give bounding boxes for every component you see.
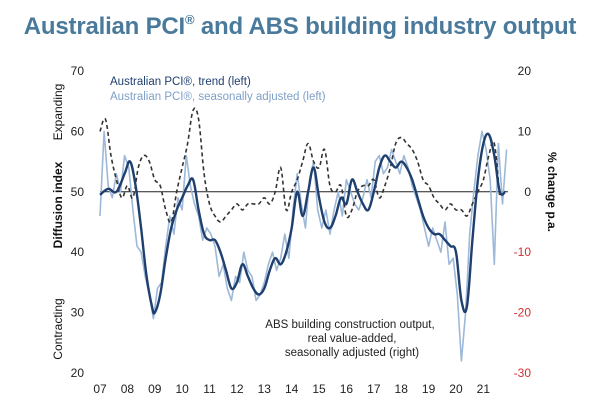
x-tick-label: 14 (285, 382, 299, 396)
x-tick-label: 11 (203, 382, 216, 396)
x-tick-label: 12 (230, 382, 244, 396)
y-left-lower-note: Contracting (51, 298, 65, 359)
abs-annotation: ABS building construction output, real v… (265, 319, 434, 359)
y-right-tick-label: -30 (514, 366, 532, 380)
x-tick-label: 09 (148, 382, 162, 396)
y-left-tick-label: 30 (71, 306, 85, 320)
x-tick-label: 21 (477, 382, 491, 396)
y-left-tick-label: 70 (71, 64, 85, 78)
y-left-tick-label: 20 (71, 366, 85, 380)
chart-title: Australian PCI® and ABS building industr… (23, 12, 577, 40)
annotation-line-1: ABS building construction output, (265, 319, 434, 331)
y-left-upper-note: Expanding (51, 84, 65, 141)
series-abs-output (99, 107, 501, 224)
x-tick-label: 10 (175, 382, 189, 396)
x-tick-label: 16 (340, 382, 354, 396)
x-tick-label: 08 (121, 382, 135, 396)
annotation-line-3: seasonally adjusted (right) (285, 347, 419, 359)
series-layer (99, 107, 508, 362)
series-trend (99, 132, 506, 315)
x-tick-label: 19 (422, 382, 436, 396)
legend-trend: Australian PCI®, trend (left) (110, 76, 251, 88)
annotation-line-2: real value-added, (308, 333, 397, 345)
legend-seasonal: Australian PCI®, seasonally adjusted (le… (110, 91, 326, 103)
y-left-tick-label: 40 (71, 245, 85, 259)
axis-layer: 20 30 40 50 60 70 -30 -20 -10 0 10 20 07 08 09 10 11 12 13… (71, 64, 532, 396)
y-right-tick-label: -10 (514, 245, 532, 259)
x-tick-label: 15 (312, 382, 326, 396)
legend: Australian PCI®, trend (left) Australian… (110, 76, 326, 103)
x-tick-label: 18 (395, 382, 409, 396)
y-right-tick-label: 0 (524, 185, 531, 199)
x-tick-label: 17 (367, 382, 381, 396)
y-left-tick-label: 60 (71, 124, 85, 138)
y-right-label: % change p.a. (545, 152, 559, 232)
y-right-tick-label: 20 (518, 64, 532, 78)
y-right-tick-label: 10 (518, 124, 532, 138)
y-right-tick-label: -20 (514, 306, 532, 320)
x-tick-label: 20 (449, 382, 463, 396)
x-tick-label: 13 (258, 382, 272, 396)
y-left-tick-label: 50 (71, 185, 85, 199)
y-left-label: Diffusion index (51, 161, 65, 248)
x-tick-label: 07 (93, 382, 107, 396)
